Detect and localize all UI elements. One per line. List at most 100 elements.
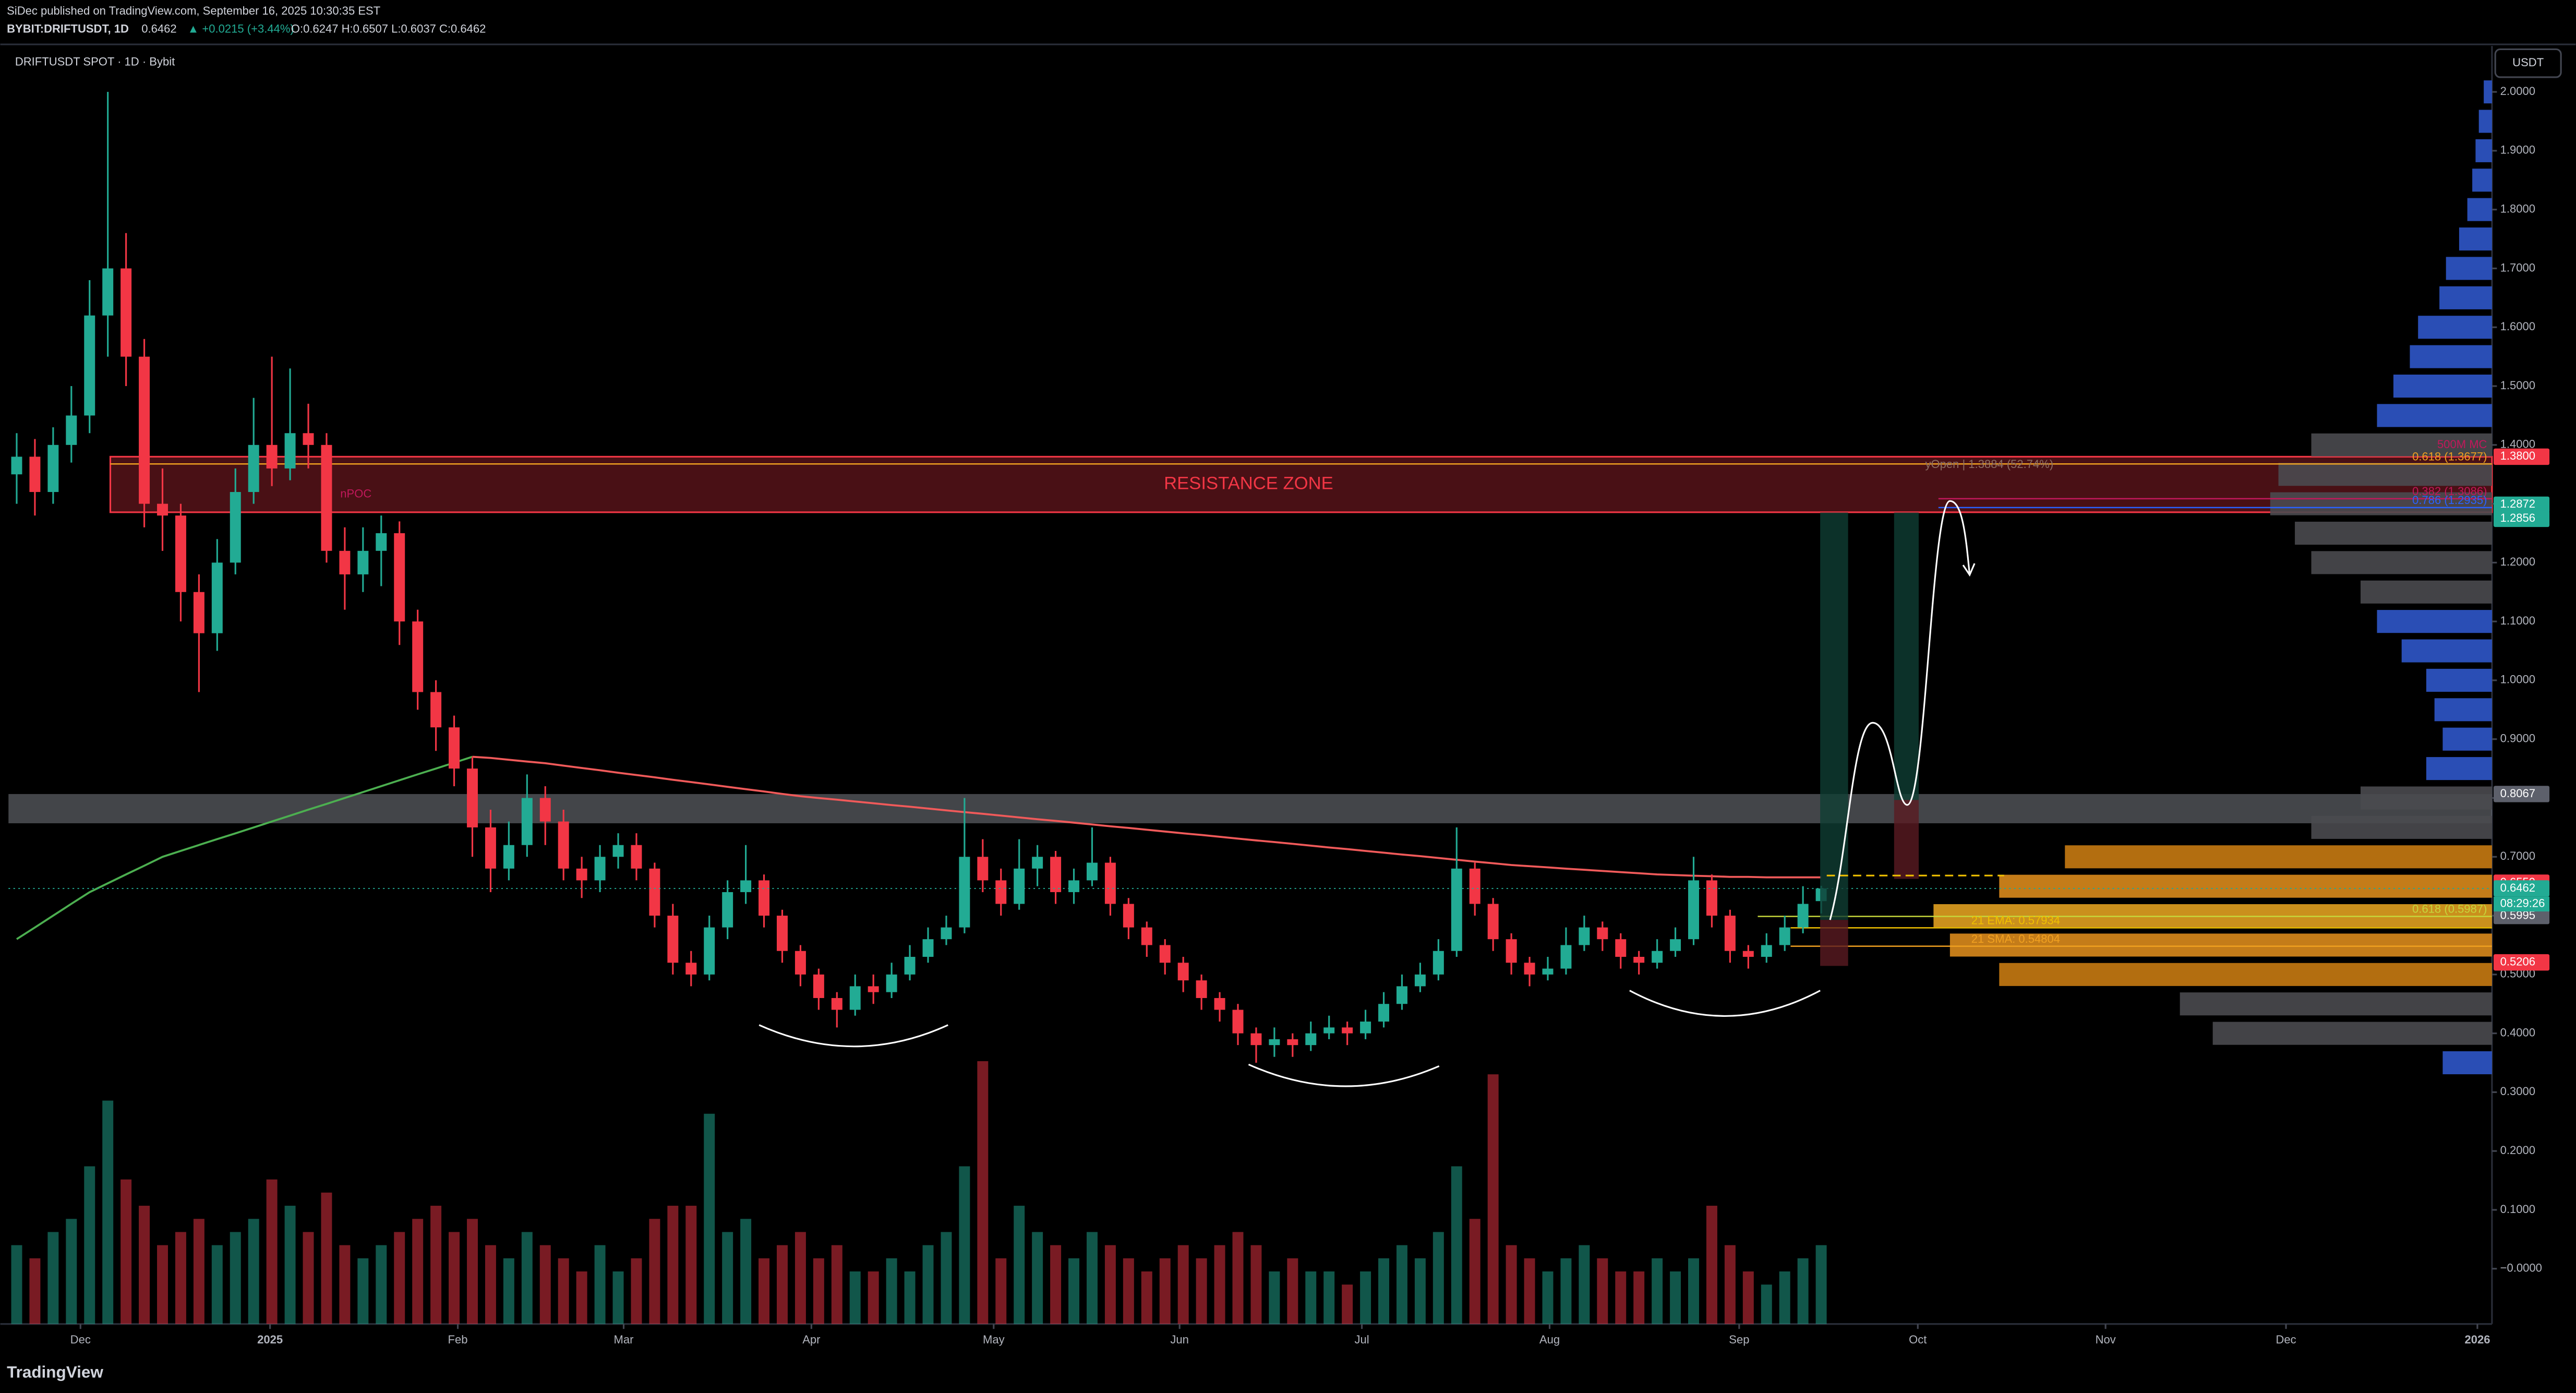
volume-bar <box>29 1258 41 1324</box>
volume-bar <box>84 1166 95 1324</box>
volume-bar <box>612 1271 624 1324</box>
candle-body <box>1597 927 1608 940</box>
candle-body <box>1032 857 1043 869</box>
volume-bar <box>47 1232 59 1324</box>
level-label: 0.786 (1.2935) <box>2412 494 2487 507</box>
candle-body <box>539 798 551 822</box>
candle-body <box>704 927 715 975</box>
volume-profile-bar <box>2311 551 2492 574</box>
volume-bar <box>1579 1245 1590 1324</box>
candle-body <box>211 562 223 633</box>
stop-box <box>1894 800 1919 879</box>
volume-bar <box>1214 1245 1225 1324</box>
volume-profile-bar <box>1949 933 2492 957</box>
y-tick-label: 0.7000 <box>2500 849 2535 862</box>
volume-bar <box>121 1179 132 1324</box>
candle-body <box>1159 945 1171 963</box>
volume-bar <box>594 1245 606 1324</box>
candle-body <box>29 457 41 493</box>
volume-profile-bar <box>2212 1022 2492 1045</box>
y-tick-label: 1.0000 <box>2500 673 2535 686</box>
candle-body <box>157 503 168 516</box>
volume-bar <box>1232 1232 1244 1324</box>
volume-bar <box>539 1245 551 1324</box>
candle-body <box>612 845 624 857</box>
cup-curve <box>1629 990 1821 1017</box>
volume-bar <box>1615 1271 1627 1324</box>
candle-body <box>1761 945 1772 957</box>
volume-bar <box>449 1232 460 1324</box>
unit-button[interactable] <box>2494 48 2562 78</box>
candle-body <box>1305 1033 1317 1046</box>
volume-profile-bar <box>2361 786 2492 810</box>
candle-body <box>904 957 916 975</box>
volume-profile-bar <box>2180 992 2492 1016</box>
volume-bar <box>211 1245 223 1324</box>
volume-profile-bar <box>2410 345 2492 368</box>
candle-body <box>102 268 114 316</box>
volume-bar <box>704 1113 715 1324</box>
candle-body <box>922 939 934 957</box>
candle-body <box>11 457 22 475</box>
candle-body <box>868 986 879 992</box>
volume-profile-bar <box>2377 404 2492 427</box>
y-tick-label: 1.6000 <box>2500 320 2535 333</box>
level-label: 21 EMA: 0.57934 <box>1971 914 2060 927</box>
volume-bar <box>412 1219 424 1324</box>
x-tick-label: Jun <box>1170 1333 1189 1346</box>
candle-body <box>1323 1027 1335 1034</box>
candle-body <box>412 621 424 692</box>
chart-title: DRIFTUSDT SPOT · 1D · Bybit <box>15 55 175 68</box>
candle-body <box>175 515 186 592</box>
candle-body <box>1086 862 1098 881</box>
price-label: 1.2872 <box>2500 497 2535 510</box>
volume-bar <box>1542 1271 1554 1324</box>
volume-bar <box>1104 1245 1116 1324</box>
candle-body <box>121 268 132 357</box>
volume-profile-bar <box>2401 639 2492 663</box>
unit[interactable]: USDT <box>2512 56 2544 69</box>
x-tick-label: Feb <box>448 1333 468 1346</box>
candle-body <box>230 492 241 563</box>
price-label-box <box>2494 448 2550 465</box>
volume-bar <box>394 1232 405 1324</box>
volume-profile-bar <box>2442 1051 2492 1075</box>
candle-body <box>1469 868 1480 904</box>
candle-body <box>959 857 970 928</box>
volume-bar <box>1196 1258 1207 1324</box>
volume-bar <box>849 1271 861 1324</box>
volume-profile-bar <box>2446 257 2492 280</box>
volume-bar <box>1670 1271 1681 1324</box>
candle-body <box>1378 1004 1390 1022</box>
candle-body <box>1542 968 1554 975</box>
candle-body <box>193 592 204 633</box>
ohlc: O:0.6247 H:0.6507 L:0.6037 C:0.6462 <box>291 22 486 35</box>
symbol: BYBIT:DRIFTUSDT, 1D <box>7 22 129 35</box>
candle-body <box>449 727 460 769</box>
volume-bar <box>868 1271 879 1324</box>
candle-body <box>1104 862 1116 904</box>
volume-bar <box>321 1192 332 1324</box>
volume-bar <box>1414 1258 1426 1324</box>
volume-bar <box>303 1232 314 1324</box>
projection-path <box>1829 500 1976 920</box>
volume-profile-bar <box>2459 227 2492 251</box>
volume-bar <box>1742 1271 1754 1324</box>
candle-body <box>84 315 95 416</box>
countdown-box <box>2494 896 2550 912</box>
volume-bar <box>1469 1219 1480 1324</box>
volume-bar <box>831 1245 842 1324</box>
candle-body <box>1652 951 1663 963</box>
volume-bar <box>376 1245 387 1324</box>
volume-bar <box>558 1258 569 1324</box>
price-label: 1.2856 <box>2500 511 2535 524</box>
volume-bar <box>1688 1258 1699 1324</box>
candle-body <box>321 445 332 551</box>
y-tick-label: 1.8000 <box>2500 202 2535 215</box>
level-label: 0.382 (1.3086) <box>2412 485 2487 498</box>
price-label-box <box>2494 880 2550 897</box>
candle-body <box>849 986 861 1010</box>
price-label: 0.5206 <box>2500 955 2535 968</box>
candle-body <box>941 927 952 940</box>
level-label: 0.618 (1.3677) <box>2412 450 2487 463</box>
